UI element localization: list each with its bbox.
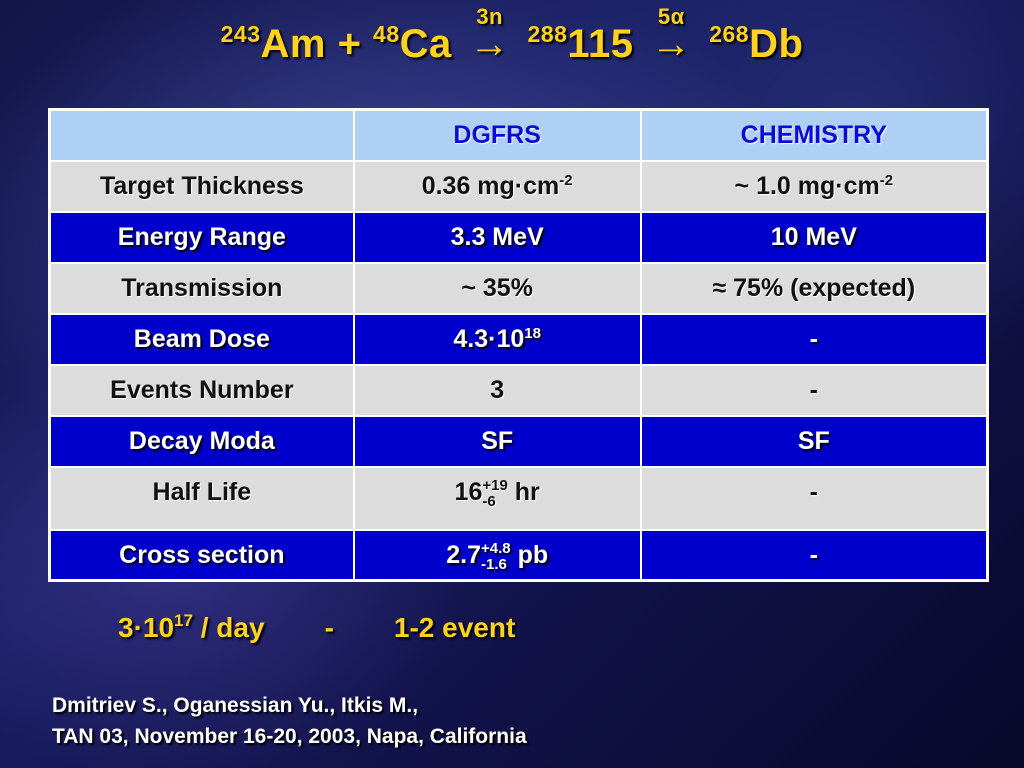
reaction-arrow-1: 3n → <box>469 4 510 67</box>
mass-number-ca: 48 <box>373 21 400 47</box>
rate-unit: / day <box>200 612 265 643</box>
chemistry-cell: - <box>639 312 989 366</box>
slide-title: 243Am + 48Ca 3n → 288115 5α → 268Db <box>0 4 1024 67</box>
arrow-1-glyph: → <box>469 22 510 66</box>
uncertainty-minus: -6 <box>482 492 496 510</box>
rate-dash: - <box>324 612 334 643</box>
dgfrs-cell: 3 <box>352 363 642 417</box>
dgfrs-unit: pb <box>517 540 549 569</box>
arrow-1-label: 3n <box>476 4 503 29</box>
mass-number-115: 288 <box>527 21 568 47</box>
element-ca: Ca <box>399 22 452 66</box>
dgfrs-value: 2.7 <box>446 540 481 569</box>
row-label: Half Life <box>48 465 355 531</box>
chemistry-cell: - <box>639 363 989 417</box>
dgfrs-cell: ~ 35% <box>352 261 642 315</box>
table-row: Half Life 16 +19 -6 hr - <box>48 465 989 531</box>
uncertainty-plus: +19 <box>482 476 508 494</box>
plus-sign: + <box>337 22 362 66</box>
header-cell-blank <box>48 108 355 162</box>
table-row: Target Thickness 0.36 mg·cm-2 ~ 1.0 mg·c… <box>48 159 989 213</box>
chemistry-exponent: -2 <box>879 171 894 189</box>
uncertainty: +19 -6 <box>482 476 508 510</box>
chemistry-cell: ≈ 75% (expected) <box>639 261 989 315</box>
dgfrs-cell: 0.36 mg·cm-2 <box>352 159 642 213</box>
comparison-table: DGFRS CHEMISTRY Target Thickness 0.36 mg… <box>48 108 989 582</box>
uncertainty-plus: +4.8 <box>480 539 511 557</box>
dgfrs-cell: 16 +19 -6 hr <box>352 465 642 531</box>
row-label: Target Thickness <box>48 159 355 213</box>
table-header-row: DGFRS CHEMISTRY <box>48 108 989 162</box>
chemistry-cell: - <box>639 528 989 582</box>
reference-authors: Dmitriev S., Oganessian Yu., Itkis M., <box>52 694 419 717</box>
chemistry-cell: SF <box>639 414 989 468</box>
header-cell-chemistry: CHEMISTRY <box>639 108 989 162</box>
table-row: Events Number 3 - <box>48 363 989 417</box>
reference-conference: TAN 03, November 16-20, 2003, Napa, Cali… <box>52 725 527 748</box>
header-cell-dgfrs: DGFRS <box>352 108 642 162</box>
table-row: Cross section 2.7 +4.8 -1.6 pb - <box>48 528 989 582</box>
row-label: Beam Dose <box>48 312 355 366</box>
chemistry-cell: ~ 1.0 mg·cm-2 <box>639 159 989 213</box>
row-label: Events Number <box>48 363 355 417</box>
table-row: Energy Range 3.3 MeV 10 MeV <box>48 210 989 264</box>
uncertainty-minus: -1.6 <box>480 555 507 573</box>
mass-number-db: 268 <box>709 21 750 47</box>
reference: Dmitriev S., Oganessian Yu., Itkis M., T… <box>52 690 527 752</box>
rate-exponent: 17 <box>174 611 193 630</box>
dgfrs-cell: SF <box>352 414 642 468</box>
element-am: Am <box>260 22 326 66</box>
dgfrs-exponent: -2 <box>559 171 573 189</box>
dgfrs-value: 16 <box>454 477 483 506</box>
reaction-arrow-2: 5α → <box>651 4 692 67</box>
rate-base: 3·10 <box>118 612 175 643</box>
element-db: Db <box>749 22 804 66</box>
arrow-2-glyph: → <box>651 22 692 66</box>
dgfrs-cell: 2.7 +4.8 -1.6 pb <box>352 528 642 582</box>
chemistry-value: ~ 1.0 mg·cm <box>734 171 880 200</box>
dgfrs-unit: hr <box>514 477 540 506</box>
dgfrs-value: 0.36 mg·cm <box>421 171 560 200</box>
dgfrs-value: 4.3·10 <box>453 324 525 353</box>
event-estimate: 1-2 event <box>393 612 516 643</box>
rate-note: 3·1017 / day - 1-2 event <box>118 612 515 644</box>
mass-number-am: 243 <box>220 21 261 47</box>
element-115: 115 <box>567 22 634 66</box>
chemistry-cell: - <box>639 465 989 531</box>
dgfrs-exponent: 18 <box>524 324 541 342</box>
row-label: Transmission <box>48 261 355 315</box>
arrow-2-label: 5α <box>657 4 685 29</box>
row-label: Energy Range <box>48 210 355 264</box>
row-label: Decay Moda <box>48 414 355 468</box>
row-label: Cross section <box>48 528 355 582</box>
chemistry-cell: 10 MeV <box>639 210 989 264</box>
table-row: Transmission ~ 35% ≈ 75% (expected) <box>48 261 989 315</box>
table-row: Decay Moda SF SF <box>48 414 989 468</box>
dgfrs-cell: 4.3·1018 <box>352 312 642 366</box>
dgfrs-cell: 3.3 MeV <box>352 210 642 264</box>
uncertainty: +4.8 -1.6 <box>480 539 511 573</box>
table-row: Beam Dose 4.3·1018 - <box>48 312 989 366</box>
